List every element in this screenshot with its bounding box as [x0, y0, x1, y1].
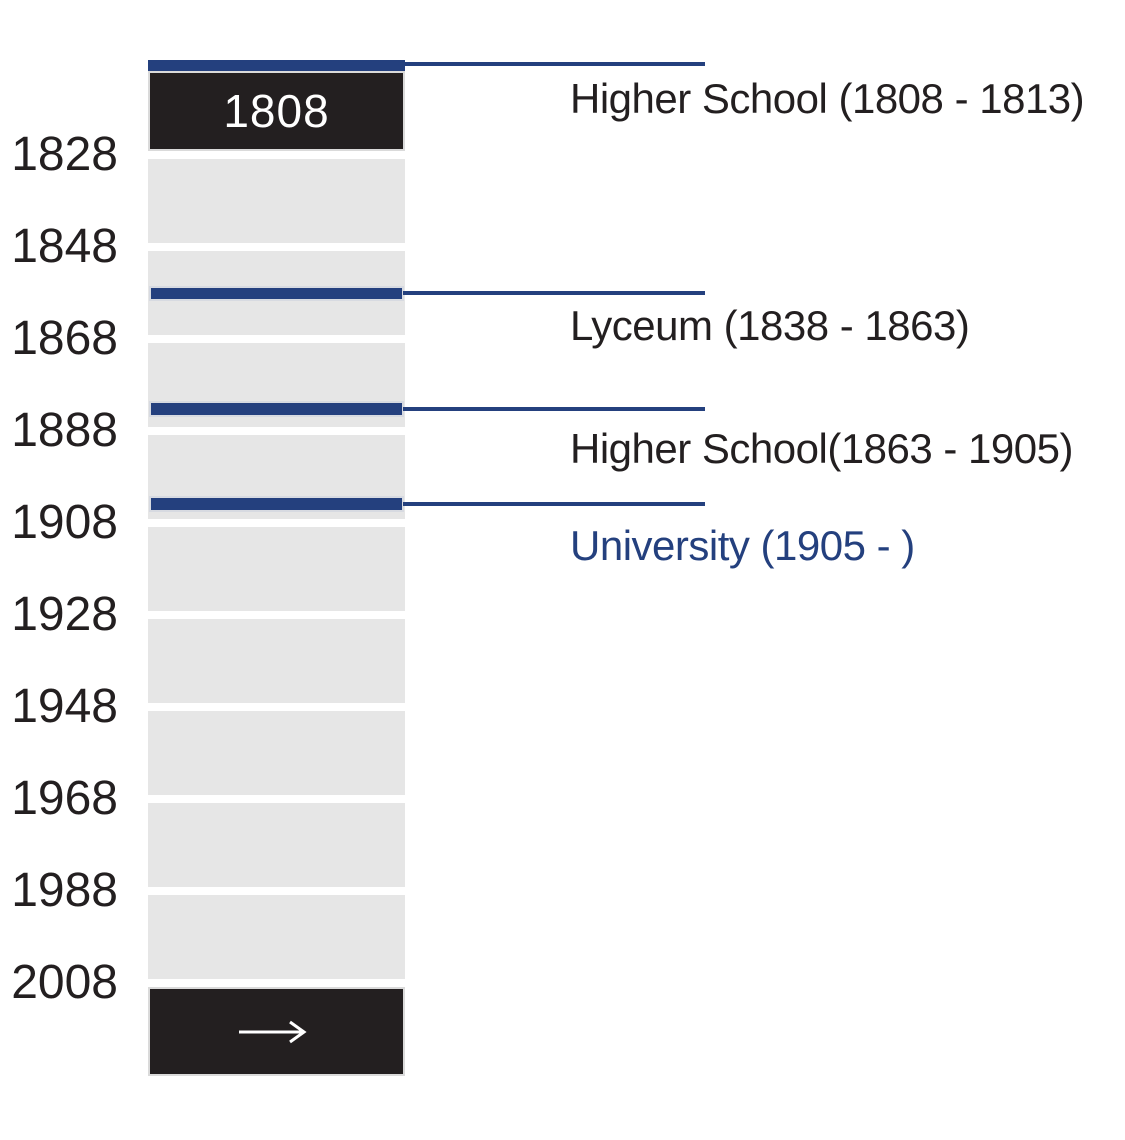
- leader-line-higher-school-1808: [403, 62, 705, 66]
- tick-1948: 1948: [11, 680, 118, 733]
- tick-1828: 1828: [11, 128, 118, 181]
- tick-1888: 1888: [11, 404, 118, 457]
- event-label-university: University (1905 - ): [570, 522, 915, 569]
- leader-line-university: [403, 502, 705, 506]
- event-marker-university: [151, 498, 402, 510]
- timeline-segment-1908-1928: [148, 527, 405, 611]
- tick-1908: 1908: [11, 496, 118, 549]
- next-button[interactable]: [148, 987, 405, 1076]
- timeline-segment-1988-2008: [148, 895, 405, 979]
- tick-1968: 1968: [11, 772, 118, 825]
- event-marker-higher-school-1808: [148, 60, 405, 71]
- start-year-block: 1808: [148, 71, 405, 151]
- leader-line-lyceum: [403, 291, 705, 295]
- event-marker-lyceum: [151, 288, 402, 299]
- start-year-label: 1808: [223, 85, 330, 137]
- timeline-segment-1968-1988: [148, 803, 405, 887]
- timeline-segment-1928-1948: [148, 619, 405, 703]
- tick-1868: 1868: [11, 312, 118, 365]
- tick-1988: 1988: [11, 864, 118, 917]
- leader-line-higher-school-1863: [403, 407, 705, 411]
- tick-2008: 2008: [11, 956, 118, 1009]
- event-label-higher-school-1808: Higher School (1808 - 1813): [570, 75, 1085, 122]
- right-arrow-icon: [238, 1020, 307, 1043]
- event-label-higher-school-1863: Higher School(1863 - 1905): [570, 425, 1073, 472]
- event-marker-higher-school-1863: [151, 403, 402, 415]
- tick-1848: 1848: [11, 220, 118, 273]
- timeline-segment-1948-1968: [148, 711, 405, 795]
- event-label-lyceum: Lyceum (1838 - 1863): [570, 302, 970, 349]
- tick-1928: 1928: [11, 588, 118, 641]
- timeline-segment-1828-1848: [148, 159, 405, 243]
